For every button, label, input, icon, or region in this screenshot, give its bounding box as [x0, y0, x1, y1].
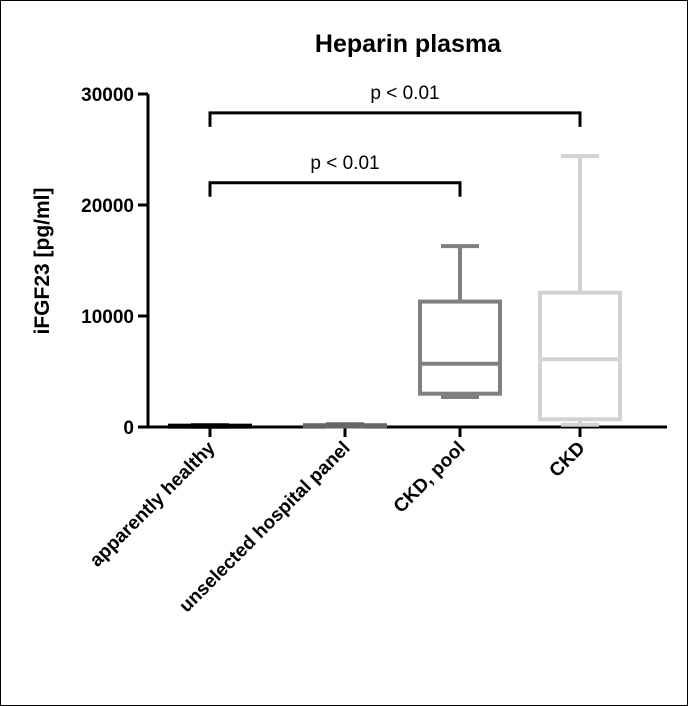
y-tick-label: 10000 [81, 307, 134, 328]
p-value-label: p < 0.01 [370, 83, 439, 104]
y-tick-label: 20000 [81, 196, 134, 217]
bracket-line [208, 111, 582, 127]
y-axis-label: iFGF23 [pg/ml] [31, 188, 54, 335]
significance-bracket: p < 0.01 [208, 153, 462, 197]
iqr-box [418, 299, 502, 396]
boxes [168, 154, 622, 429]
box-3 [418, 244, 502, 400]
box-1 [168, 423, 252, 429]
y-tick-label: 30000 [81, 85, 134, 106]
box-2 [303, 422, 387, 429]
box-4 [538, 154, 622, 427]
iqr-box [538, 290, 622, 422]
bracket-line [208, 181, 462, 197]
x-tick-label: apparently healthy [86, 437, 220, 571]
x-tick-label: CKD [546, 438, 590, 482]
chart-title: Heparin plasma [315, 30, 502, 58]
significance-annotations: p < 0.01 p < 0.01 [208, 83, 582, 197]
y-ticks: 0 10000 20000 30000 [81, 85, 148, 439]
y-tick-label: 0 [123, 418, 134, 439]
significance-bracket: p < 0.01 [208, 83, 582, 127]
x-tick-label: CKD, pool [390, 438, 470, 518]
p-value-label: p < 0.01 [310, 153, 379, 174]
